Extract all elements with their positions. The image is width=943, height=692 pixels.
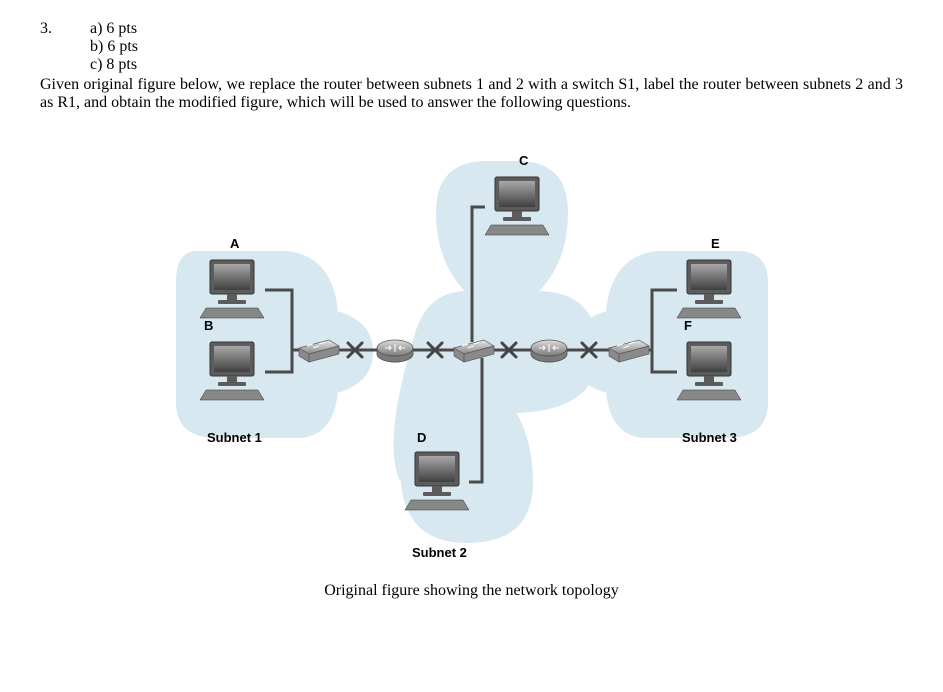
subnet-blob-subnet3	[572, 252, 767, 437]
host-label-e: E	[711, 236, 720, 251]
figure-caption: Original figure showing the network topo…	[40, 582, 903, 600]
host-label-c: C	[519, 153, 529, 168]
subnet-label-subnet3: Subnet 3	[682, 430, 737, 445]
host-label-d: D	[417, 430, 426, 445]
network-figure: A B C D E F Subnet 1 Subnet 2 Subnet 3	[137, 142, 807, 572]
question-body: Given original figure below, we replace …	[40, 76, 903, 112]
host-label-f: F	[684, 318, 692, 333]
network-diagram: A B C D E F Subnet 1 Subnet 2 Subnet 3	[137, 142, 807, 572]
router-r2-icon	[531, 340, 567, 362]
question-header: 3. a) 6 pts b) 6 pts c) 8 pts	[40, 20, 903, 74]
part-c: c) 8 pts	[90, 56, 903, 74]
question-number: 3.	[40, 20, 90, 74]
router-r1-icon	[377, 340, 413, 362]
subnet-label-subnet1: Subnet 1	[207, 430, 262, 445]
parts-list: a) 6 pts b) 6 pts c) 8 pts	[90, 20, 903, 74]
host-label-b: B	[204, 318, 213, 333]
subnet-blob-subnet1	[177, 252, 372, 437]
host-label-a: A	[230, 236, 240, 251]
part-b: b) 6 pts	[90, 38, 903, 56]
part-a: a) 6 pts	[90, 20, 903, 38]
subnet-label-subnet2: Subnet 2	[412, 545, 467, 560]
